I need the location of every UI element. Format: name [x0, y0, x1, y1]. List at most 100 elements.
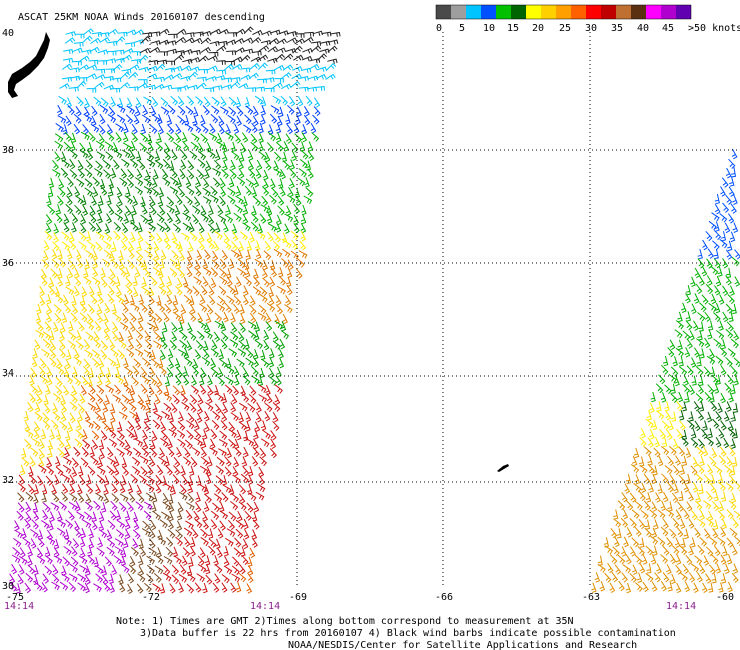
wind-barb: [731, 303, 737, 315]
wind-barb: [99, 37, 110, 43]
wind-barb: [122, 302, 129, 313]
wind-barb: [291, 150, 297, 161]
wind-barb: [231, 565, 240, 576]
wind-barb: [184, 123, 194, 133]
wind-barb: [71, 546, 78, 557]
wind-barb: [142, 429, 148, 441]
wind-barb: [76, 96, 84, 107]
legend-label: 10: [483, 23, 495, 34]
wind-barb: [259, 286, 268, 297]
wind-barb: [219, 510, 229, 520]
wind-barb: [124, 519, 131, 530]
wind-barb: [132, 365, 140, 376]
wind-barb: [77, 159, 84, 171]
wind-barb: [135, 150, 142, 162]
wind-barb: [280, 169, 286, 180]
wind-barb: [177, 105, 186, 116]
wind-barb: [242, 222, 251, 232]
wind-barb: [263, 250, 272, 261]
wind-barb: [156, 384, 163, 395]
wind-barb: [95, 68, 106, 74]
wind-barb: [183, 536, 191, 547]
wind-barb: [254, 240, 261, 251]
wind-barb: [156, 547, 162, 558]
wind-barb: [247, 168, 256, 179]
wind-barb: [47, 447, 53, 458]
wind-barb: [225, 537, 234, 547]
wind-barb: [238, 240, 245, 252]
wind-barb: [65, 519, 74, 529]
wind-barb: [11, 554, 21, 564]
wind-barb: [265, 69, 276, 75]
wind-barb: [725, 357, 733, 367]
wind-barb: [649, 509, 658, 519]
wind-barb: [152, 419, 161, 430]
wind-barb: [219, 501, 225, 513]
wind-barb: [260, 438, 270, 448]
wind-barb: [172, 474, 180, 485]
wind-barb: [233, 212, 242, 222]
wind-barb: [233, 456, 240, 468]
wind-barb: [223, 63, 234, 71]
wind-barb: [98, 124, 106, 135]
wind-barb: [73, 285, 80, 297]
wind-barb: [243, 26, 254, 34]
wind-barb: [703, 528, 711, 539]
wind-barb: [240, 385, 246, 397]
wind-barb: [216, 456, 225, 467]
wind-barb: [51, 573, 60, 584]
wind-barb: [252, 446, 260, 457]
wind-barb: [44, 554, 53, 565]
wind-barb: [248, 72, 260, 80]
wind-barb: [73, 446, 81, 457]
wind-barb: [292, 45, 303, 53]
wind-barb: [690, 465, 698, 476]
wind-barb: [94, 74, 106, 80]
wind-barb: [664, 465, 673, 475]
wind-barb: [275, 304, 284, 315]
wind-barb: [218, 438, 228, 448]
wind-barb: [686, 419, 695, 430]
wind-barb: [61, 231, 70, 241]
wind-barb: [186, 266, 193, 278]
wind-barb: [96, 312, 104, 323]
wind-barb: [697, 438, 705, 449]
wind-barb: [621, 492, 628, 503]
wind-barb: [76, 249, 82, 260]
wind-barb: [722, 311, 729, 323]
wind-barb: [711, 573, 717, 584]
wind-barb: [734, 276, 740, 287]
wind-barb: [62, 464, 72, 474]
wind-barb: [172, 394, 180, 405]
wind-barb: [256, 483, 266, 493]
wind-barb: [728, 186, 735, 197]
wind-barb: [203, 96, 211, 107]
wind-barb: [187, 492, 195, 504]
wind-barb: [254, 258, 264, 268]
wind-barb: [224, 466, 232, 477]
wind-barb: [264, 160, 272, 171]
wind-barb: [55, 365, 65, 376]
wind-barb: [135, 97, 142, 109]
wind-barb: [693, 582, 699, 593]
wind-barb: [662, 355, 669, 367]
wind-barb: [67, 340, 77, 350]
wind-barb: [732, 222, 739, 233]
legend-swatch: [646, 5, 661, 19]
wind-barb: [722, 545, 728, 557]
wind-barb: [274, 78, 284, 83]
wind-barb: [697, 518, 706, 528]
wind-barb: [76, 419, 82, 431]
wind-barb: [135, 329, 144, 340]
wind-barb: [84, 168, 93, 178]
wind-barb: [136, 583, 144, 594]
wind-barb: [176, 509, 183, 521]
wind-barb: [186, 340, 193, 351]
wind-barb: [224, 302, 232, 313]
wind-barb: [127, 169, 135, 180]
wind-barb: [272, 331, 279, 342]
wind-barb: [187, 412, 195, 423]
wind-barb: [629, 546, 636, 557]
wind-barb: [274, 53, 285, 61]
wind-barb: [114, 546, 124, 555]
